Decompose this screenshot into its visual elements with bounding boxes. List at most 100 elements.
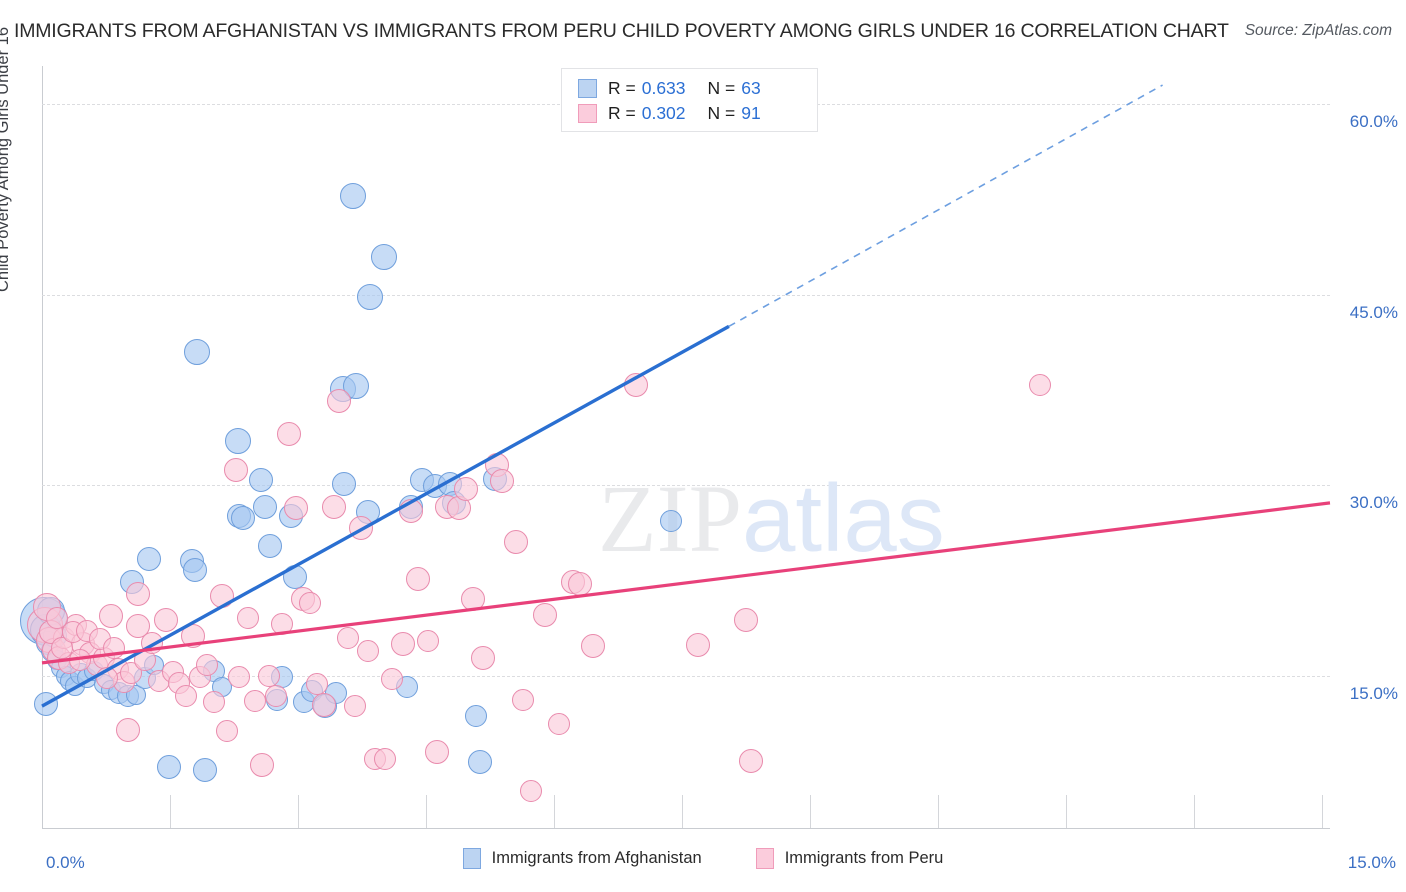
x-axis-tick — [810, 795, 812, 828]
scatter-point[interactable] — [98, 603, 123, 628]
scatter-point[interactable] — [336, 626, 359, 649]
scatter-point[interactable] — [258, 534, 283, 559]
scatter-point[interactable] — [734, 607, 759, 632]
scatter-point[interactable] — [370, 243, 397, 270]
scatter-point[interactable] — [264, 684, 287, 707]
scatter-point[interactable] — [327, 389, 352, 414]
scatter-point[interactable] — [520, 780, 543, 803]
x-axis-min-label: 0.0% — [46, 853, 85, 872]
scatter-point[interactable] — [237, 607, 260, 630]
gridline-y — [42, 294, 1330, 296]
scatter-point[interactable] — [339, 182, 366, 209]
scatter-point[interactable] — [390, 631, 415, 656]
x-axis-tick — [1194, 795, 1196, 828]
scatter-point[interactable] — [417, 630, 440, 653]
scatter-point[interactable] — [137, 546, 162, 571]
legend-swatch-peru-icon — [755, 848, 774, 869]
trendline-afghanistan — [41, 324, 730, 708]
x-axis-tick — [554, 795, 556, 828]
x-axis-tick — [1322, 795, 1324, 828]
stats-swatch-afghanistan-icon — [578, 79, 597, 98]
x-axis-tick — [298, 795, 300, 828]
stats-row-afghanistan: R = 0.633 N = 63 — [578, 76, 817, 101]
scatter-point[interactable] — [224, 457, 249, 482]
scatter-point[interactable] — [157, 755, 182, 780]
x-axis-tick — [938, 795, 940, 828]
legend-item-afghanistan[interactable]: Immigrants from Afghanistan — [462, 848, 702, 869]
stats-r-value-peru: 0.302 — [641, 103, 686, 123]
scatter-point[interactable] — [406, 567, 431, 592]
scatter-point[interactable] — [284, 495, 309, 520]
scatter-point[interactable] — [228, 665, 251, 688]
stats-swatch-peru-icon — [578, 104, 597, 123]
y-axis-tick-label: 60.0% — [1349, 112, 1398, 132]
scatter-point[interactable] — [126, 582, 151, 607]
x-axis-tick — [682, 795, 684, 828]
x-axis-line — [42, 828, 1330, 829]
x-axis-max-label: 15.0% — [1347, 853, 1396, 872]
scatter-point[interactable] — [332, 471, 357, 496]
scatter-point[interactable] — [311, 692, 336, 717]
scatter-point[interactable] — [248, 468, 273, 493]
stats-r-label-afghanistan: R = — [608, 78, 636, 98]
scatter-point[interactable] — [686, 633, 711, 658]
y-axis-tick-label: 45.0% — [1349, 302, 1398, 322]
scatter-point[interactable] — [467, 749, 492, 774]
scatter-point[interactable] — [739, 748, 764, 773]
scatter-point[interactable] — [202, 691, 225, 714]
scatter-point[interactable] — [50, 636, 73, 659]
legend-swatch-afghanistan-icon — [462, 848, 481, 869]
scatter-point[interactable] — [183, 338, 210, 365]
scatter-point[interactable] — [581, 634, 606, 659]
stats-n-label-afghanistan: N = — [707, 78, 736, 98]
x-axis-tick — [170, 795, 172, 828]
scatter-point[interactable] — [374, 748, 397, 771]
x-axis-tick — [426, 795, 428, 828]
stats-n-value-afghanistan: 63 — [741, 78, 761, 98]
scatter-point[interactable] — [249, 752, 274, 777]
scatter-point[interactable] — [277, 422, 302, 447]
page-title: IMMIGRANTS FROM AFGHANISTAN VS IMMIGRANT… — [14, 20, 1229, 42]
scatter-point[interactable] — [193, 757, 218, 782]
scatter-point[interactable] — [424, 739, 449, 764]
plot-area: ZIPatlas — [19, 66, 1331, 828]
scatter-point[interactable] — [490, 469, 515, 494]
trendline-afghanistan-projection — [728, 84, 1163, 328]
scatter-point[interactable] — [253, 494, 278, 519]
scatter-point[interactable] — [321, 494, 346, 519]
scatter-point[interactable] — [216, 720, 239, 743]
legend-label-afghanistan: Immigrants from Afghanistan — [491, 849, 702, 867]
scatter-point[interactable] — [224, 427, 251, 454]
scatter-point[interactable] — [511, 688, 534, 711]
stats-n-label-peru: N = — [707, 103, 736, 123]
scatter-point[interactable] — [115, 718, 140, 743]
scatter-point[interactable] — [357, 640, 380, 663]
scatter-point[interactable] — [1028, 373, 1051, 396]
scatter-point[interactable] — [659, 509, 682, 532]
trendlines-layer — [41, 84, 1331, 708]
scatter-point[interactable] — [153, 607, 178, 632]
gridline-y — [42, 485, 1330, 487]
series-legend: Immigrants from Afghanistan Immigrants f… — [0, 848, 1406, 869]
scatter-point[interactable] — [567, 572, 592, 597]
scatter-point[interactable] — [503, 530, 528, 555]
scatter-point[interactable] — [343, 695, 366, 718]
scatter-point[interactable] — [454, 476, 479, 501]
scatter-point[interactable] — [182, 558, 207, 583]
scatter-point[interactable] — [175, 684, 198, 707]
stats-n-value-peru: 91 — [741, 103, 761, 123]
legend-item-peru[interactable]: Immigrants from Peru — [755, 848, 944, 869]
scatter-point[interactable] — [471, 645, 496, 670]
y-axis-line — [42, 66, 43, 828]
scatter-point[interactable] — [230, 506, 255, 531]
scatter-point[interactable] — [533, 602, 558, 627]
legend-label-peru: Immigrants from Peru — [784, 849, 944, 867]
scatter-point[interactable] — [381, 668, 404, 691]
scatter-point[interactable] — [547, 712, 570, 735]
scatter-point[interactable] — [45, 607, 68, 630]
scatter-point[interactable] — [464, 705, 487, 728]
stats-r-value-afghanistan: 0.633 — [641, 78, 686, 98]
scatter-point[interactable] — [298, 592, 321, 615]
scatter-point[interactable] — [357, 284, 383, 311]
scatter-point[interactable] — [195, 654, 218, 677]
